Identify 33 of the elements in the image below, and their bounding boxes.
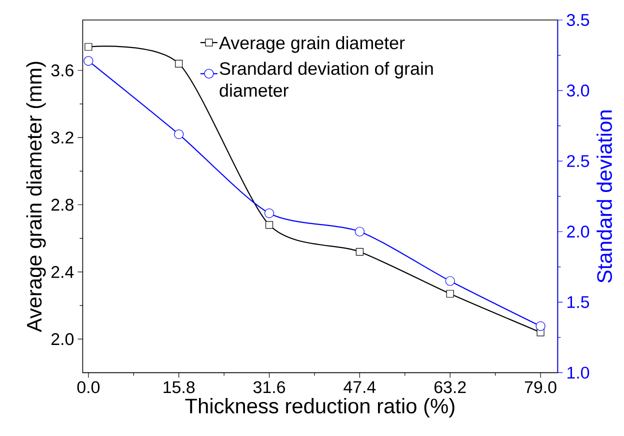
point (446, 290, 454, 298)
point (265, 221, 274, 229)
x-axis-title: Thickness reduction ratio (%) (185, 398, 454, 418)
y-tick-label: 2.0 (51, 333, 74, 346)
x-tick-label: 63.2 (434, 381, 466, 394)
point (175, 60, 183, 68)
x-tick-label: 15.8 (164, 381, 195, 394)
point (536, 321, 546, 331)
y-tick-label: 2.4 (51, 266, 74, 278)
y2-tick-label: 3.5 (566, 14, 590, 26)
y2-tick-label: 3.0 (566, 84, 590, 97)
point (445, 276, 455, 286)
y2-tick-label: 2.5 (567, 155, 590, 168)
point (84, 56, 94, 66)
point (174, 129, 184, 140)
y2-axis-title: Standard deviation (596, 110, 612, 283)
point (264, 208, 274, 218)
y-axis-title: Average grain diameter (mm) (26, 62, 46, 332)
x-tick-label: 47.4 (344, 381, 376, 393)
y-tick-label: 3.6 (51, 64, 74, 76)
legend-label: Srandard deviation of grain diameter (220, 62, 433, 97)
x-tick-label: 31.6 (253, 381, 285, 394)
x-tick-label: 0.0 (77, 381, 100, 394)
x-tick-label: 79.0 (524, 381, 556, 394)
y2-tick-label: 2.0 (567, 226, 590, 238)
y2-tick-label: 1.5 (568, 296, 590, 308)
legend-label: Average grain diameter (219, 36, 405, 53)
point (356, 248, 364, 256)
y2-tick-label: 1.0 (568, 366, 590, 379)
y-tick-label: 2.8 (51, 198, 74, 211)
point (84, 43, 92, 51)
y-tick-label: 3.2 (51, 132, 74, 144)
point (354, 226, 364, 236)
